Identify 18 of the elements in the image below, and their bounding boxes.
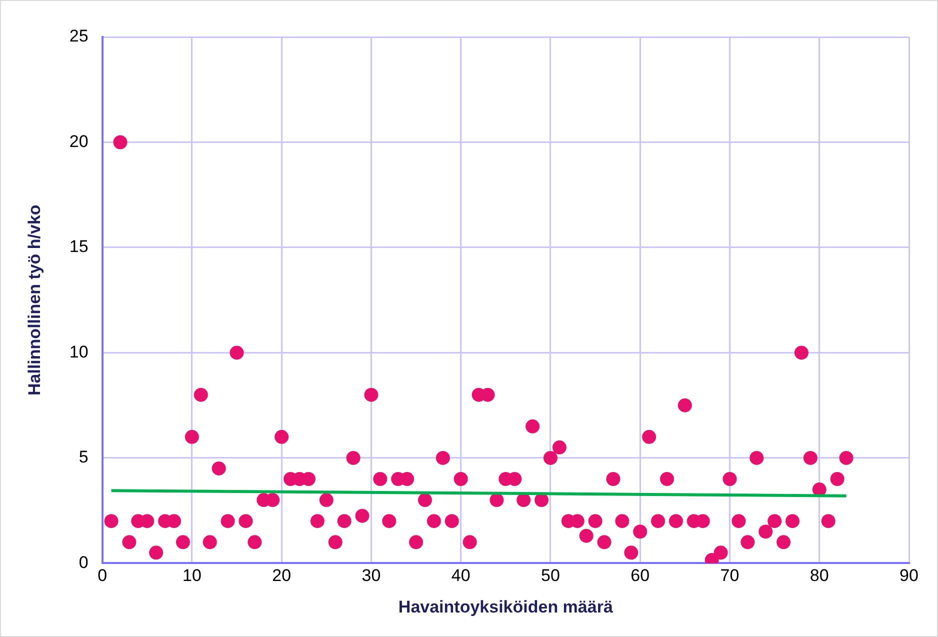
x-tick-label: 30 bbox=[362, 566, 381, 586]
x-tick-label: 90 bbox=[900, 566, 918, 586]
y-tick-label: 20 bbox=[69, 132, 88, 151]
x-tick-label: 80 bbox=[810, 566, 829, 586]
x-tick-label: 10 bbox=[182, 566, 202, 586]
y-tick-label: 0 bbox=[78, 552, 88, 572]
x-tick-label: 50 bbox=[541, 566, 560, 586]
y-tick-label: 5 bbox=[78, 448, 88, 467]
x-axis-title: Havaintoyksiköiden määrä bbox=[398, 597, 614, 616]
y-tick-label: 25 bbox=[69, 26, 88, 46]
x-tick-label: 0 bbox=[98, 566, 108, 586]
x-tick-label: 20 bbox=[272, 566, 292, 586]
y-axis-title: Hallinnollinen työ h/vko bbox=[24, 204, 44, 396]
x-tick-label: 60 bbox=[630, 566, 650, 586]
x-tick-label: 70 bbox=[720, 566, 740, 586]
y-tick-label: 15 bbox=[69, 237, 88, 256]
x-tick-label: 40 bbox=[451, 566, 470, 586]
y-tick-label: 10 bbox=[69, 342, 88, 362]
